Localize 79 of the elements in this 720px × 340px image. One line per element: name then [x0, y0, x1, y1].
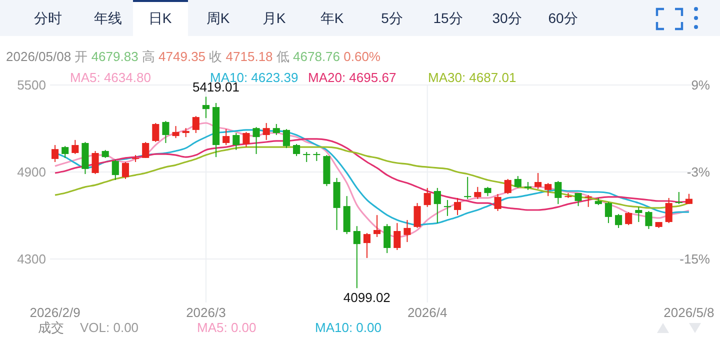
candlestick — [424, 187, 431, 208]
candlestick — [192, 116, 200, 134]
candlestick — [574, 192, 582, 207]
candlestick — [384, 224, 391, 254]
candlestick — [414, 202, 421, 228]
x-tick-label: 2026/3 — [186, 305, 226, 320]
annotation: 4099.02 — [343, 290, 390, 306]
candlestick — [534, 172, 542, 190]
candlestick — [92, 150, 99, 175]
candlestick — [484, 186, 492, 197]
y2-tick-label: 9% — [691, 78, 710, 93]
text: VOL: 0.00 — [80, 320, 139, 335]
text: 年K — [320, 10, 344, 26]
candlestick — [112, 159, 119, 180]
candlestick — [494, 194, 502, 212]
candlestick — [142, 141, 150, 158]
candlestick — [584, 194, 592, 208]
candlestick — [122, 161, 129, 180]
candlestick — [554, 180, 562, 205]
candlestick — [262, 122, 270, 140]
candlestick — [363, 232, 370, 258]
text: 15分 — [433, 10, 463, 26]
candlestick — [152, 122, 160, 142]
x-tick-label: 2026/4 — [407, 305, 448, 320]
candlestick — [645, 210, 652, 230]
candlestick — [665, 197, 672, 224]
text: 日K — [148, 10, 172, 26]
y-tick-label: 5500 — [17, 78, 46, 93]
candlestick — [434, 187, 441, 224]
candlestick — [625, 212, 632, 226]
chart-title: 2026/05/08 开 4679.83 高 4749.35 收 4715.18 低 4678.76 0.60% — [6, 49, 380, 64]
text: 分时 — [34, 10, 62, 26]
candlestick — [675, 192, 682, 205]
candlestick — [303, 151, 310, 162]
candlestick — [504, 178, 512, 195]
candlestick — [293, 144, 300, 157]
candlestick — [172, 126, 180, 139]
text: MA30: 4687.01 — [428, 70, 516, 85]
candlestick — [374, 214, 381, 238]
candlestick — [404, 219, 411, 243]
text: MA5: 4634.80 — [70, 70, 151, 85]
candlestick — [252, 126, 260, 155]
y2-tick-label: -3% — [686, 164, 710, 180]
candlestick — [232, 132, 240, 150]
candlestick — [604, 202, 612, 224]
candlestick — [72, 139, 79, 155]
text: 5分 — [381, 10, 403, 26]
y2-tick-label: -15% — [680, 252, 710, 267]
candlestick — [162, 120, 170, 144]
candlestick — [222, 128, 230, 146]
candlestick — [514, 176, 522, 188]
text: 60分 — [548, 10, 578, 26]
candlestick — [242, 131, 250, 148]
text: MA20: 4695.67 — [308, 70, 396, 85]
candlestick — [52, 144, 59, 162]
candlestick — [444, 199, 451, 216]
x-tick-label: 2026/5/8 — [664, 305, 714, 320]
candlestick — [464, 176, 472, 200]
text: 30分 — [492, 10, 522, 26]
text: 年线 — [94, 10, 122, 26]
candlestick — [635, 206, 642, 223]
candlestick — [353, 226, 360, 289]
candlestick — [394, 222, 401, 251]
y-tick-label: 4900 — [17, 164, 46, 180]
candlestick — [202, 96, 210, 119]
text: 周K — [206, 10, 230, 26]
candlestick — [62, 146, 69, 158]
text: 成交 — [38, 320, 64, 335]
candlestick — [272, 124, 280, 136]
candlestick — [454, 197, 462, 216]
text: 月K — [262, 10, 286, 26]
candlestick — [282, 128, 290, 149]
x-tick-label: 2026/2/9 — [30, 305, 80, 320]
candlestick — [474, 186, 482, 200]
y-tick-label: 4300 — [17, 252, 46, 267]
text: MA10: 0.00 — [315, 320, 382, 335]
candlestick — [544, 182, 552, 197]
candlestick — [615, 214, 622, 228]
text: MA5: 0.00 — [197, 320, 256, 335]
